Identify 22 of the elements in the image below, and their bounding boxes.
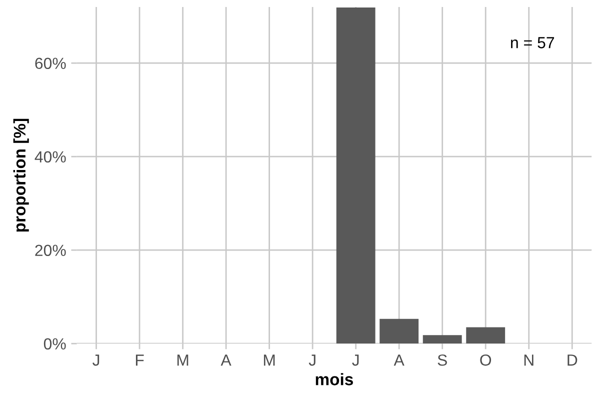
x-tick-label: F [136, 354, 144, 366]
x-tick-label: J [308, 354, 316, 366]
y-axis-title: proportion [%] [13, 118, 29, 232]
y-tick-label: 20% [35, 244, 66, 256]
annotation: n = 57 [511, 37, 554, 48]
x-tick-label: A [394, 354, 404, 366]
x-tick-label: N [524, 354, 534, 366]
bar [422, 335, 462, 344]
x-axis-title: mois [316, 373, 353, 386]
bar [380, 318, 419, 344]
x-tick-label: O [480, 354, 492, 366]
y-tick-label: 40% [34, 151, 66, 163]
x-tick-label: J [92, 354, 100, 366]
y-tick-label: 60% [35, 58, 66, 70]
y-tick-label: 0% [44, 338, 66, 350]
x-tick-label: M [264, 354, 275, 366]
bar [466, 327, 506, 344]
x-tick-label: M [177, 354, 188, 366]
x-tick-label: J [352, 354, 359, 366]
x-tick-label: D [568, 354, 578, 366]
x-tick-label: A [220, 354, 232, 366]
x-tick-label: S [438, 354, 447, 366]
